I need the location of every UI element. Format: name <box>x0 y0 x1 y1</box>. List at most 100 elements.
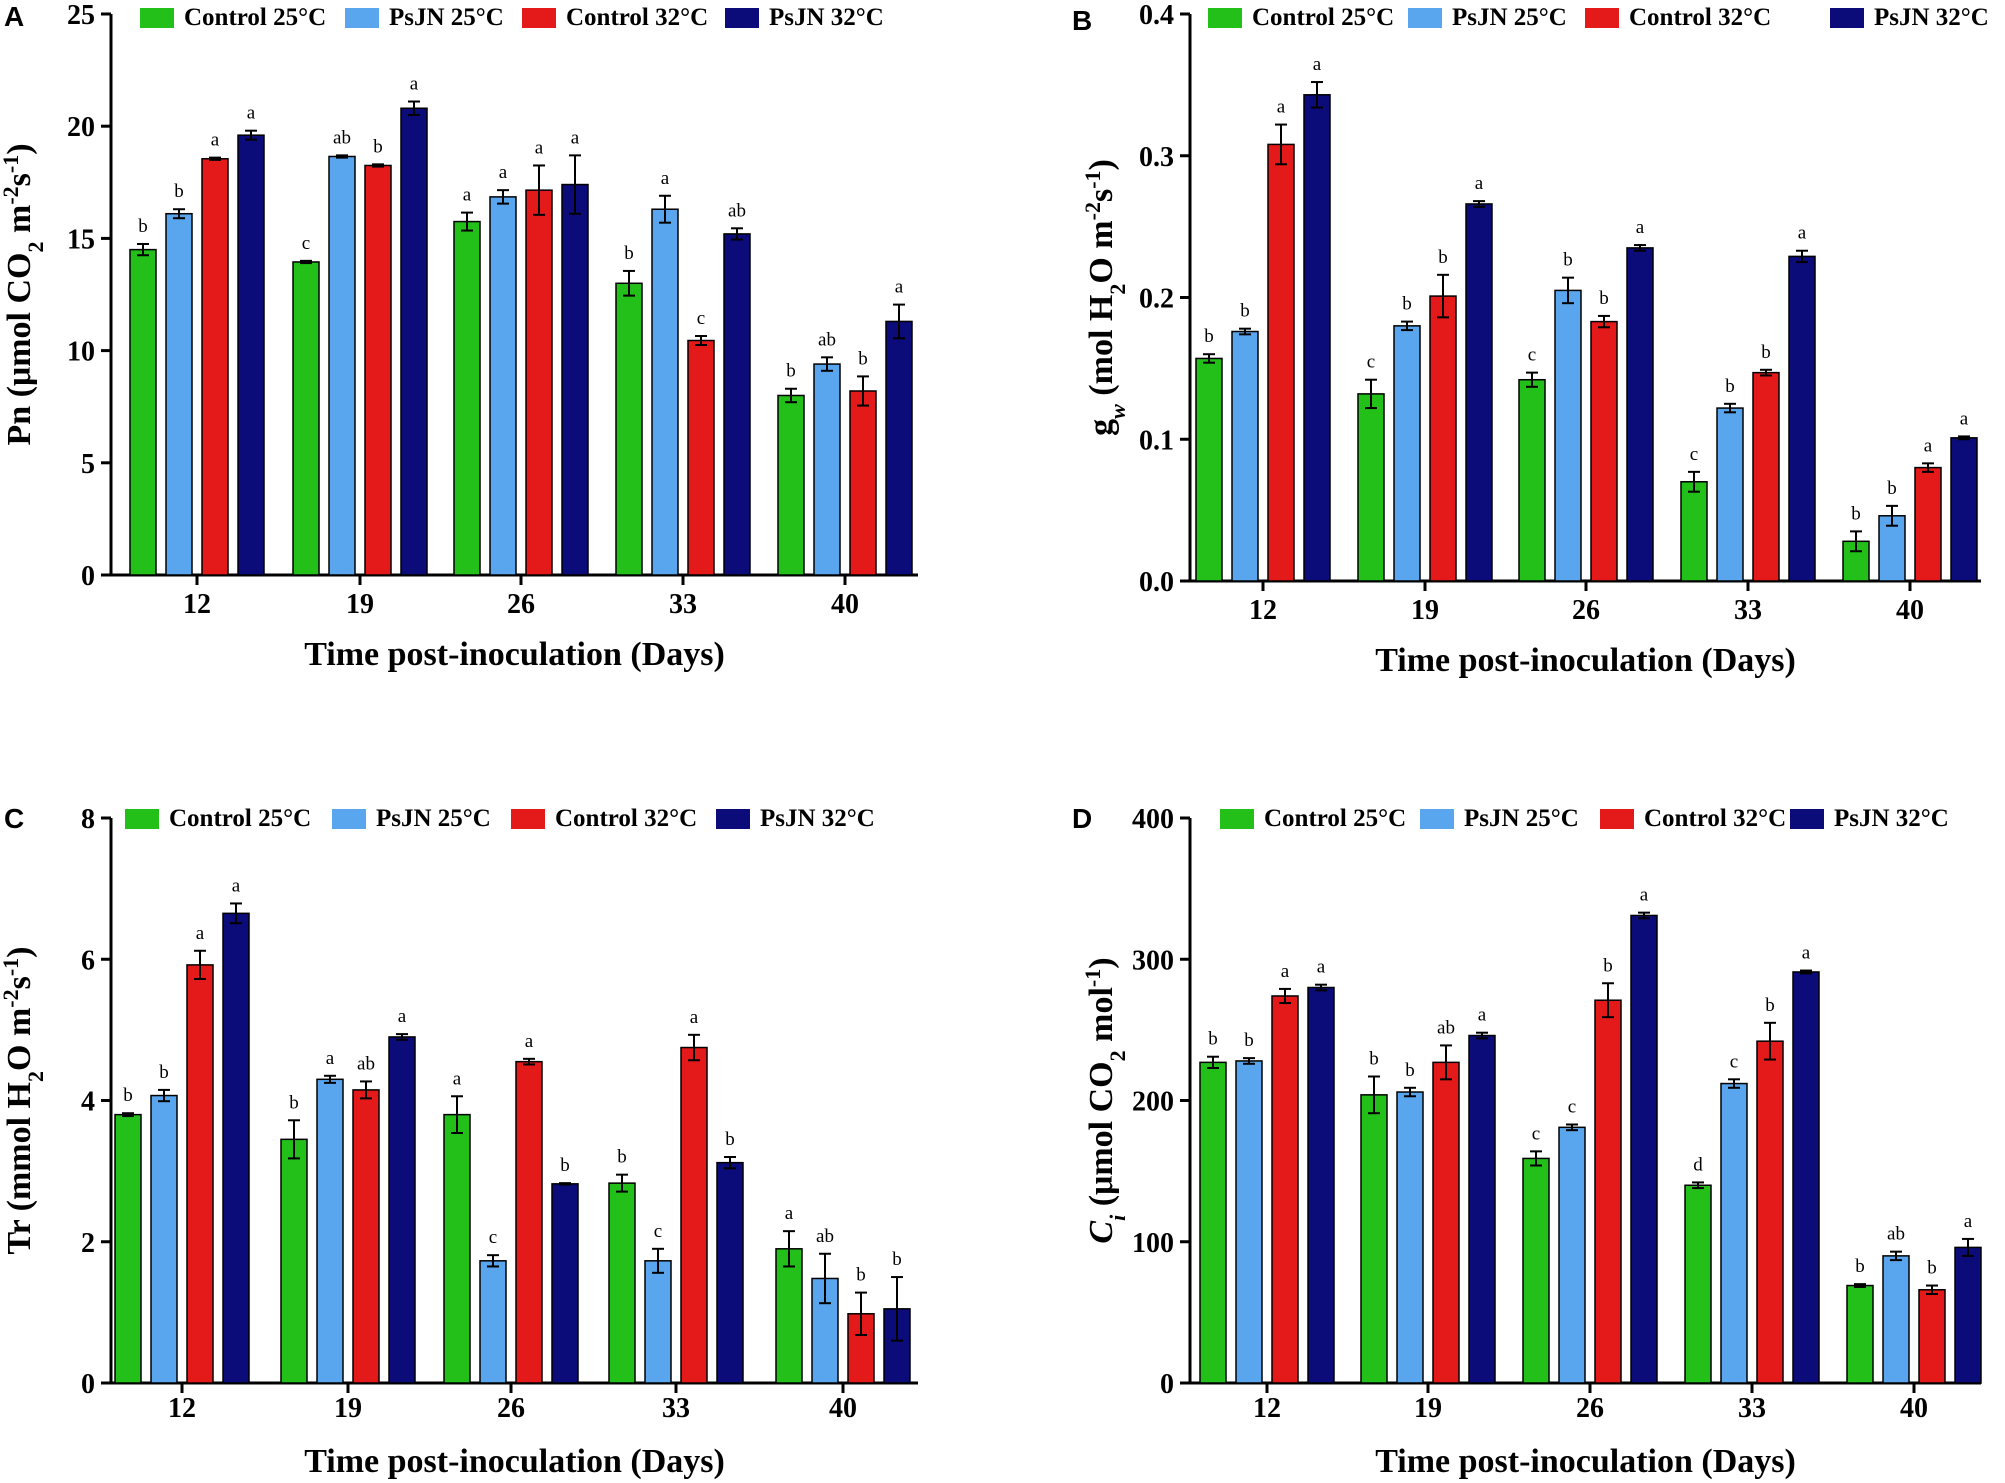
y-tick-label-D-3: 300 <box>1132 945 1174 976</box>
panel-letter-A: A <box>4 1 24 32</box>
legend-swatch-0-0 <box>140 8 174 28</box>
bar-A-1-4 <box>813 363 841 576</box>
x-tick-label-C-3: 33 <box>662 1393 690 1424</box>
y-tick-label-B-0: 0.0 <box>1139 567 1174 598</box>
y-tick-label-A-3: 15 <box>67 224 95 255</box>
sig-label-C-3-1: a <box>398 1006 407 1027</box>
x-tick-label-B-3: 33 <box>1734 595 1762 626</box>
bar-A-3-2 <box>561 183 589 576</box>
legend-swatch-0-1 <box>345 8 379 28</box>
y-tick-label-D-1: 100 <box>1132 1228 1174 1259</box>
sig-label-B-3-3: a <box>1798 223 1807 244</box>
sig-label-A-2-2: a <box>535 137 544 158</box>
x-axis-title-D: Time post-inoculation (Days) <box>1375 1443 1796 1480</box>
legend-swatch-2-2 <box>511 809 545 829</box>
sig-label-A-3-2: a <box>571 127 580 148</box>
bar-B-1-0 <box>1231 330 1259 582</box>
x-tick-label-C-4: 40 <box>829 1393 857 1424</box>
sig-label-C-0-1: b <box>289 1092 299 1113</box>
legend-swatch-3-1 <box>1420 809 1454 829</box>
y-axis-title-D: Ci (μmol CO2 mol-1) <box>1080 957 1130 1243</box>
sig-label-C-2-1: ab <box>357 1053 375 1074</box>
sig-label-B-1-4: b <box>1887 478 1897 499</box>
x-tick-label-D-2: 26 <box>1576 1393 1604 1424</box>
sig-label-B-3-0: a <box>1313 54 1322 75</box>
y-tick-label-C-4: 8 <box>81 804 95 835</box>
legend-label-0-1: PsJN 25°C <box>389 4 504 31</box>
x-tick-label-B-1: 19 <box>1411 595 1439 626</box>
sig-label-D-3-1: a <box>1478 1005 1487 1026</box>
bar-C-3-2 <box>551 1183 579 1384</box>
sig-label-C-2-0: a <box>196 923 205 944</box>
y-axis-title-C: Tr (mmol H2O m-2s-1) <box>0 947 48 1255</box>
sig-label-C-2-3: a <box>690 1007 699 1028</box>
y-tick-label-A-0: 0 <box>81 561 95 592</box>
bar-A-1-2 <box>489 196 517 576</box>
legend-label-2-3: PsJN 32°C <box>760 805 875 832</box>
bar-D-1-4 <box>1882 1255 1910 1384</box>
y-axis-title-A: Pn (μmol CO2 m-2s-1) <box>0 143 48 445</box>
sig-label-A-3-4: a <box>895 277 904 298</box>
sig-label-C-3-3: b <box>725 1129 735 1150</box>
y-tick-label-A-2: 10 <box>67 337 95 368</box>
bar-D-0-4 <box>1846 1284 1874 1384</box>
legend-swatch-1-2 <box>1585 8 1619 28</box>
bar-B-3-3 <box>1788 255 1816 582</box>
sig-label-B-1-3: b <box>1725 376 1735 397</box>
sig-label-A-1-4: ab <box>818 329 836 350</box>
y-tick-label-C-0: 0 <box>81 1369 95 1400</box>
bar-A-2-4 <box>849 390 877 576</box>
sig-label-B-3-2: a <box>1636 217 1645 238</box>
sig-label-C-0-0: b <box>123 1085 133 1106</box>
bar-C-1-2 <box>479 1260 507 1384</box>
sig-label-B-2-3: b <box>1761 342 1771 363</box>
sig-label-B-2-4: a <box>1924 435 1933 456</box>
bar-B-0-2 <box>1518 378 1546 582</box>
sig-label-C-2-4: b <box>856 1265 866 1286</box>
sig-label-D-0-4: b <box>1855 1256 1865 1277</box>
bar-B-3-2 <box>1626 247 1654 582</box>
legend-swatch-3-2 <box>1600 809 1634 829</box>
sig-label-A-0-4: b <box>786 361 796 382</box>
y-tick-label-B-4: 0.4 <box>1139 0 1174 31</box>
bar-A-0-0 <box>129 248 157 576</box>
legend-label-2-2: Control 32°C <box>555 805 697 832</box>
x-tick-label-B-0: 12 <box>1249 595 1277 626</box>
sig-label-A-2-3: c <box>697 308 705 329</box>
bar-B-3-0 <box>1303 94 1331 582</box>
x-tick-label-B-4: 40 <box>1896 595 1924 626</box>
bar-A-1-1 <box>328 155 356 576</box>
y-tick-label-B-1: 0.1 <box>1139 425 1174 456</box>
sig-label-D-1-3: c <box>1730 1051 1738 1072</box>
sig-label-B-2-2: b <box>1599 288 1609 309</box>
bar-A-0-3 <box>615 282 643 576</box>
sig-label-C-1-4: ab <box>816 1226 834 1247</box>
sig-label-B-2-0: a <box>1277 97 1286 118</box>
sig-label-C-3-2: b <box>560 1155 570 1176</box>
bar-C-1-1 <box>316 1078 344 1384</box>
bar-A-3-0 <box>237 134 265 576</box>
legend-label-2-1: PsJN 25°C <box>376 805 491 832</box>
sig-label-B-3-1: a <box>1475 173 1484 194</box>
panel-letter-C: C <box>4 803 24 834</box>
sig-label-B-0-0: b <box>1204 326 1214 347</box>
y-tick-label-C-2: 4 <box>81 1087 95 1118</box>
sig-label-C-1-3: c <box>654 1221 662 1242</box>
legend-label-3-1: PsJN 25°C <box>1464 805 1579 832</box>
bar-D-3-0 <box>1307 986 1335 1384</box>
y-tick-label-D-0: 0 <box>1160 1369 1174 1400</box>
sig-label-A-1-0: b <box>174 181 184 202</box>
bar-D-0-0 <box>1199 1061 1227 1384</box>
sig-label-C-0-2: a <box>453 1068 462 1089</box>
bar-A-3-4 <box>885 320 913 576</box>
sig-label-D-1-4: ab <box>1887 1224 1905 1245</box>
y-tick-label-B-2: 0.2 <box>1139 284 1174 315</box>
bar-D-2-1 <box>1432 1061 1460 1384</box>
panel-letter-D: D <box>1072 803 1092 834</box>
bar-B-2-1 <box>1429 295 1457 582</box>
sig-label-C-3-0: a <box>232 875 241 896</box>
bar-B-2-0 <box>1267 143 1295 582</box>
bar-D-0-3 <box>1684 1184 1712 1384</box>
x-tick-label-A-4: 40 <box>831 589 859 620</box>
bar-D-1-3 <box>1720 1082 1748 1384</box>
